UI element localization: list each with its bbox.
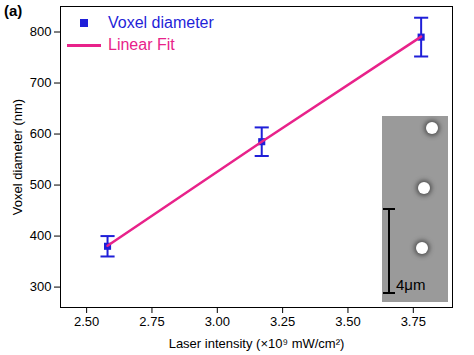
svg-text:3.50: 3.50 [335,314,360,329]
svg-text:2.75: 2.75 [139,314,164,329]
svg-text:700: 700 [30,75,52,90]
svg-text:2.50: 2.50 [74,314,99,329]
html-text:Linear Fit: Linear Fit [108,36,175,53]
svg-text:800: 800 [30,24,52,39]
svg-text:3.00: 3.00 [205,314,230,329]
html-text:Voxel diameter: Voxel diameter [108,14,214,31]
svg-text:400: 400 [30,228,52,243]
html-text:(a): (a) [4,2,23,19]
svg-text:Laser intensity (×10⁹ mW/cm²): Laser intensity (×10⁹ mW/cm²) [169,336,345,351]
svg-text:3.25: 3.25 [270,314,295,329]
svg-text:Voxel diameter (nm): Voxel diameter (nm) [10,99,25,215]
svg-text:500: 500 [30,177,52,192]
html-text:4μm: 4μm [396,276,426,293]
svg-text:300: 300 [30,279,52,294]
svg-text:600: 600 [30,126,52,141]
svg-text:3.75: 3.75 [401,314,426,329]
